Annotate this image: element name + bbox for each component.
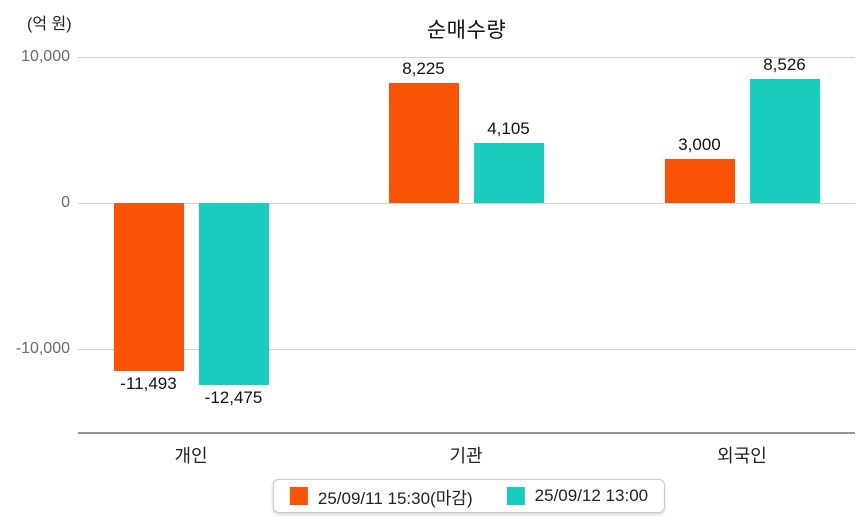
y-tick-label: 10,000 (21, 48, 70, 65)
y-tick-label: -10,000 (15, 340, 70, 357)
bar-value-label: -11,493 (120, 373, 177, 393)
bar-value-label: -12,475 (204, 388, 263, 408)
chart-bar[interactable] (388, 82, 459, 203)
chart-bar[interactable] (749, 78, 820, 203)
bar-value-label: 4,105 (487, 119, 530, 139)
y-tick-label: 0 (61, 194, 70, 211)
legend: 25/09/11 15:30(마감) 25/09/12 13:00 (272, 479, 666, 513)
chart-bar[interactable] (473, 143, 544, 203)
category-label: 개인 (174, 446, 208, 466)
chart-bar[interactable] (664, 159, 735, 203)
legend-swatch-series2 (506, 487, 525, 505)
chart-title: 순매수량 (426, 19, 507, 42)
bar-value-label: 3,000 (678, 135, 721, 155)
legend-swatch-series1 (289, 487, 308, 505)
category-label: 외국인 (717, 446, 767, 466)
chart-bar[interactable] (198, 203, 269, 386)
legend-item-series2[interactable]: 25/09/12 13:00 (506, 486, 649, 506)
legend-label-series1: 25/09/11 15:30(마감) (317, 488, 473, 508)
gridline (78, 203, 855, 204)
bar-value-label: 8,225 (402, 58, 445, 78)
legend-item-series1[interactable]: 25/09/11 15:30(마감) (289, 484, 473, 509)
category-label: 기관 (449, 446, 483, 466)
chart-bar[interactable] (113, 203, 184, 371)
x-axis-line (78, 432, 855, 434)
y-axis-unit-label: (억 원) (27, 16, 72, 33)
legend-label-series2: 25/09/12 13:00 (534, 486, 649, 505)
gridline (78, 349, 855, 350)
gridline (78, 57, 855, 58)
bar-value-label: 8,526 (763, 54, 806, 74)
